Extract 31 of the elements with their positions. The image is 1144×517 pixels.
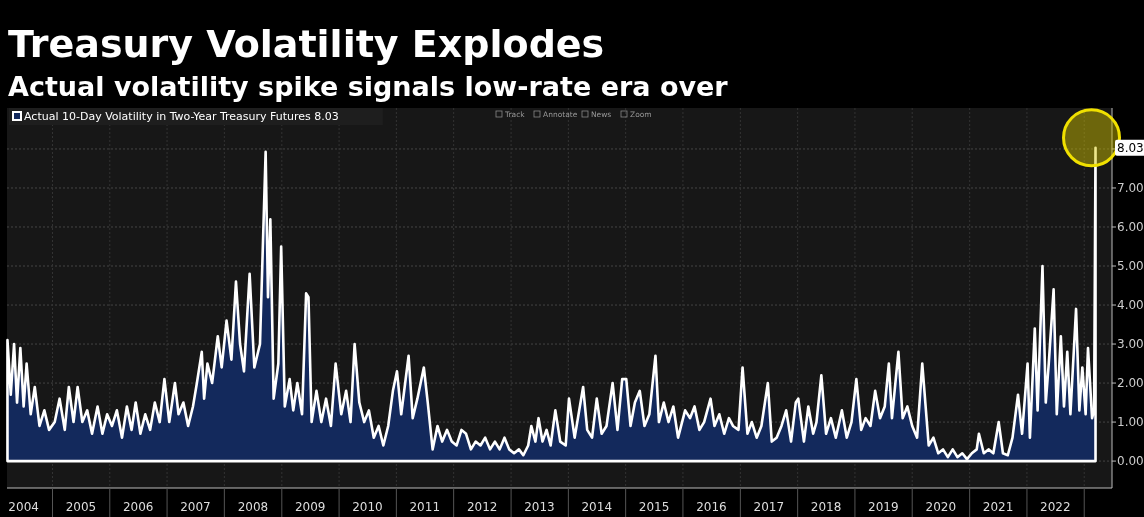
annotation: 8.03 — [1117, 140, 1144, 155]
y-tick-label: 0.00 — [1117, 454, 1144, 469]
x-tick-label: 2005 — [65, 500, 97, 514]
y-tick-label: 5.00 — [1117, 259, 1144, 274]
y-tick-label: 2.00 — [1117, 376, 1144, 391]
x-tick-label: 2009 — [294, 500, 326, 514]
y-tick-label: 3.00 — [1117, 337, 1144, 352]
x-tick-label: 2011 — [409, 500, 441, 514]
x-tick-label: 2013 — [524, 500, 555, 514]
x-tick-label: 2020 — [925, 500, 957, 514]
x-tick-label: 2018 — [810, 500, 842, 514]
y-tick-label: 7.00 — [1117, 181, 1144, 196]
x-tick-label: 2004 — [8, 500, 39, 514]
chart-title: Treasury Volatility Explodes — [8, 22, 605, 66]
x-tick-label: 2007 — [180, 500, 211, 514]
y-tick-label: 6.00 — [1117, 220, 1144, 235]
x-tick-label: 2012 — [466, 500, 498, 514]
legend-label: Actual 10-Day Volatility in Two-Year Treasury Futures 8.03 — [24, 109, 339, 123]
chart-subtitle: Actual volatility spike signals low-rate era over — [8, 71, 729, 102]
y-tick-label: 4.00 — [1117, 298, 1144, 313]
x-tick-label: 2017 — [753, 500, 785, 514]
x-tick-label: 2014 — [581, 500, 613, 514]
x-tick-label: 2021 — [982, 500, 1014, 514]
x-tick-label: 2022 — [1040, 500, 1071, 514]
x-tick-label: 2006 — [122, 500, 154, 514]
y-tick-label: 1.00 — [1117, 415, 1144, 430]
x-tick-label: 2010 — [352, 500, 383, 514]
x-tick-label: 2016 — [696, 500, 727, 514]
x-tick-label: 2019 — [868, 500, 899, 514]
x-tick-label: 2015 — [638, 500, 670, 514]
x-tick-label: 2008 — [237, 500, 269, 514]
